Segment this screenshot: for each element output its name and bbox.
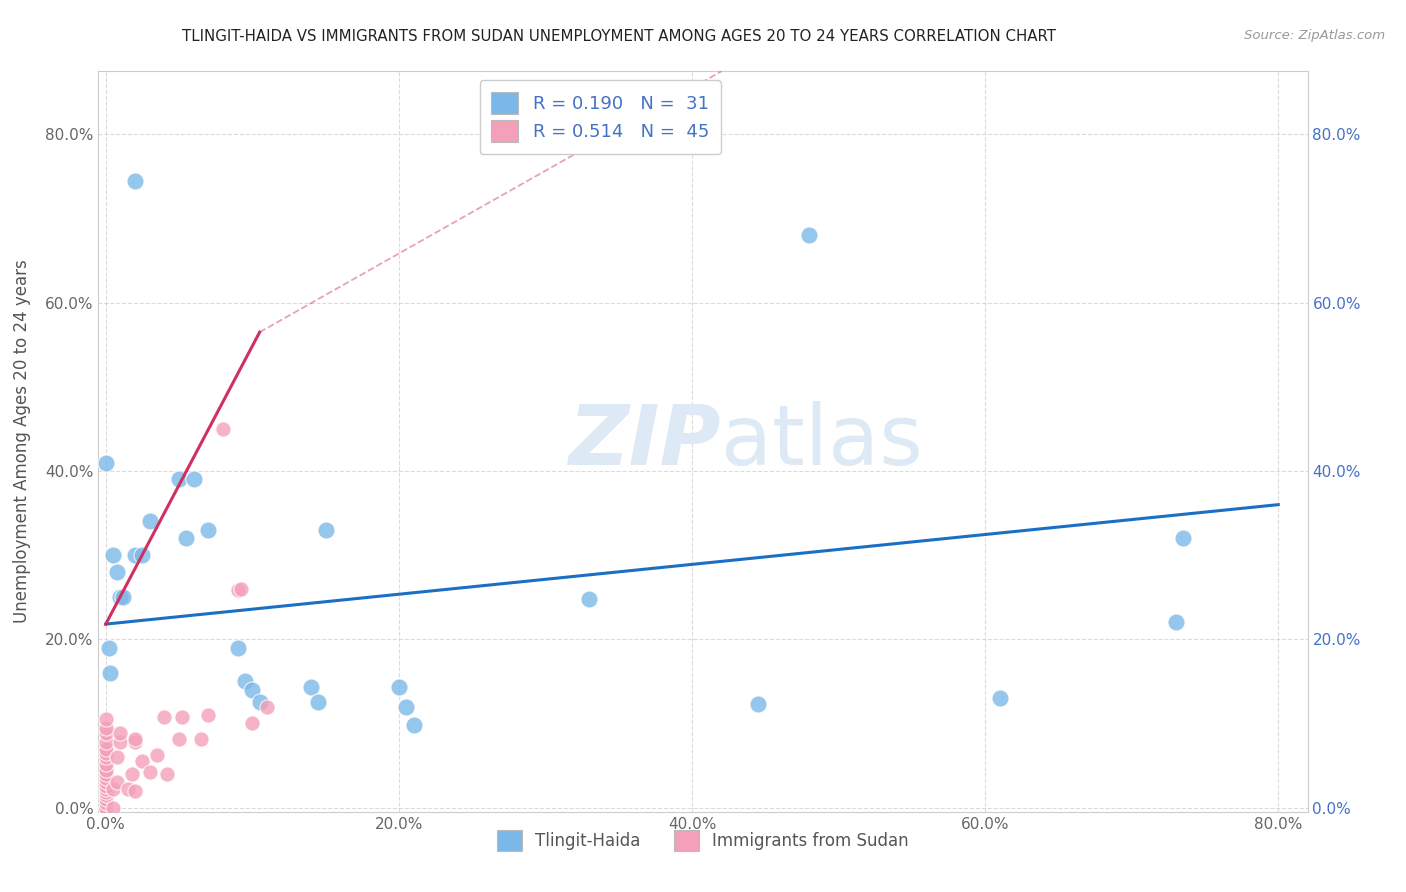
Point bbox=[110, 735, 132, 749]
Point bbox=[94, 735, 117, 749]
Point bbox=[94, 780, 117, 794]
Point bbox=[94, 782, 117, 797]
Point bbox=[124, 174, 146, 188]
Point bbox=[121, 767, 143, 781]
Point bbox=[167, 472, 190, 486]
Point bbox=[94, 800, 117, 814]
Point bbox=[94, 788, 117, 802]
Point bbox=[94, 456, 117, 470]
Point bbox=[578, 591, 600, 606]
Point bbox=[131, 754, 153, 768]
Point bbox=[94, 756, 117, 771]
Point bbox=[94, 792, 117, 806]
Point bbox=[138, 515, 160, 529]
Point bbox=[107, 565, 129, 579]
Point bbox=[94, 712, 117, 726]
Point bbox=[94, 800, 117, 814]
Point bbox=[226, 583, 249, 598]
Point bbox=[156, 767, 179, 781]
Point bbox=[101, 782, 124, 797]
Point bbox=[402, 718, 425, 732]
Y-axis label: Unemployment Among Ages 20 to 24 years: Unemployment Among Ages 20 to 24 years bbox=[13, 260, 31, 624]
Point bbox=[307, 695, 329, 709]
Point bbox=[176, 531, 198, 545]
Point bbox=[299, 680, 322, 694]
Point bbox=[233, 674, 256, 689]
Point bbox=[124, 548, 146, 562]
Point bbox=[388, 680, 411, 694]
Text: ZIP: ZIP bbox=[568, 401, 721, 482]
Point bbox=[117, 782, 139, 797]
Point bbox=[249, 695, 271, 709]
Point bbox=[97, 640, 120, 655]
Point bbox=[197, 708, 219, 723]
Point bbox=[124, 783, 146, 797]
Point bbox=[1171, 531, 1194, 545]
Point bbox=[183, 472, 205, 486]
Point bbox=[229, 582, 252, 596]
Point bbox=[124, 731, 146, 746]
Point bbox=[110, 726, 132, 740]
Point bbox=[94, 763, 117, 777]
Point bbox=[146, 748, 169, 763]
Point bbox=[124, 735, 146, 749]
Legend: Tlingit-Haida, Immigrants from Sudan: Tlingit-Haida, Immigrants from Sudan bbox=[489, 822, 917, 859]
Point bbox=[197, 523, 219, 537]
Point bbox=[315, 523, 337, 537]
Point bbox=[167, 731, 190, 746]
Point bbox=[138, 765, 160, 780]
Text: atlas: atlas bbox=[721, 401, 922, 482]
Point bbox=[94, 775, 117, 789]
Point bbox=[240, 716, 263, 731]
Text: TLINGIT-HAIDA VS IMMIGRANTS FROM SUDAN UNEMPLOYMENT AMONG AGES 20 TO 24 YEARS CO: TLINGIT-HAIDA VS IMMIGRANTS FROM SUDAN U… bbox=[181, 29, 1056, 45]
Point bbox=[94, 750, 117, 764]
Point bbox=[94, 785, 117, 799]
Point bbox=[94, 721, 117, 735]
Point bbox=[94, 741, 117, 756]
Point bbox=[212, 422, 235, 436]
Point bbox=[94, 726, 117, 740]
Point bbox=[170, 709, 193, 723]
Point bbox=[256, 699, 278, 714]
Point bbox=[395, 699, 418, 714]
Point bbox=[107, 775, 129, 789]
Point bbox=[94, 797, 117, 811]
Point bbox=[226, 640, 249, 655]
Point bbox=[1164, 615, 1187, 630]
Point bbox=[747, 697, 769, 711]
Point bbox=[107, 750, 129, 764]
Point bbox=[240, 682, 263, 697]
Point bbox=[190, 731, 212, 746]
Point bbox=[94, 771, 117, 785]
Point bbox=[94, 767, 117, 781]
Point bbox=[101, 800, 124, 814]
Point bbox=[153, 709, 176, 723]
Text: Source: ZipAtlas.com: Source: ZipAtlas.com bbox=[1244, 29, 1385, 43]
Point bbox=[98, 665, 121, 680]
Point bbox=[112, 590, 135, 604]
Point bbox=[110, 590, 132, 604]
Point bbox=[799, 228, 821, 243]
Point bbox=[101, 548, 124, 562]
Point bbox=[131, 548, 153, 562]
Point bbox=[94, 746, 117, 760]
Point bbox=[988, 691, 1011, 706]
